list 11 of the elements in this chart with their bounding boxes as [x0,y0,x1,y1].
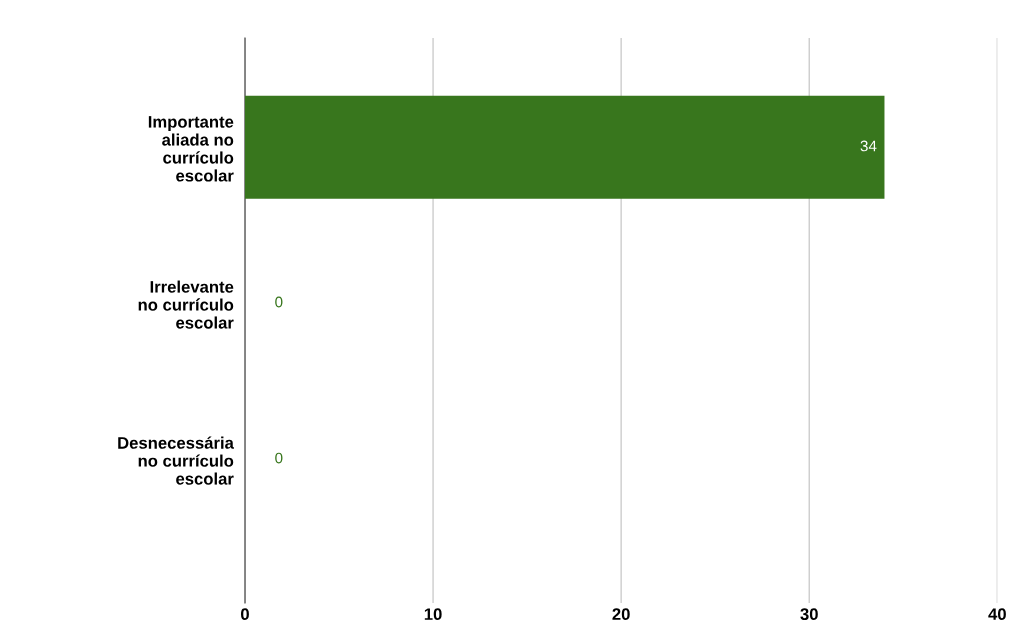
x-tick-label: 40 [988,608,1006,621]
y-tick-label: Irrelevante no currículo escolar [138,280,234,329]
data-label: 34 [860,140,877,152]
data-label: 0 [275,296,283,308]
y-tick-label: Desnecessária no currículo escolar [118,436,234,485]
data-label: 0 [275,452,283,464]
x-tick-label: 20 [612,608,630,621]
x-tick-label: 30 [800,608,818,621]
x-tick-label: 10 [424,608,442,621]
y-tick-label: Importante aliada no currículo escolar [148,116,234,182]
x-tick-label: 0 [241,608,249,621]
